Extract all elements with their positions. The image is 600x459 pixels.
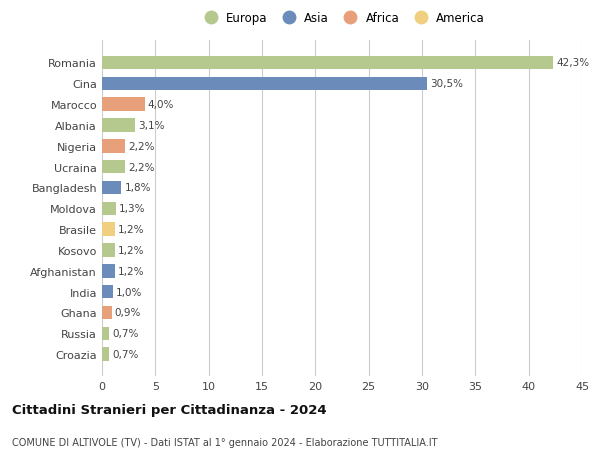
Bar: [102, 285, 113, 299]
Text: 1,2%: 1,2%: [118, 246, 145, 255]
Bar: [102, 98, 145, 112]
Text: COMUNE DI ALTIVOLE (TV) - Dati ISTAT al 1° gennaio 2024 - Elaborazione TUTTITALI: COMUNE DI ALTIVOLE (TV) - Dati ISTAT al …: [12, 437, 437, 447]
Text: 0,7%: 0,7%: [113, 329, 139, 339]
Text: 1,3%: 1,3%: [119, 204, 146, 214]
Bar: [102, 181, 121, 195]
Text: 1,8%: 1,8%: [124, 183, 151, 193]
Legend: Europa, Asia, Africa, America: Europa, Asia, Africa, America: [194, 7, 490, 29]
Bar: [102, 264, 115, 278]
Text: 1,2%: 1,2%: [118, 224, 145, 235]
Text: 2,2%: 2,2%: [128, 141, 155, 151]
Text: 4,0%: 4,0%: [148, 100, 174, 110]
Text: 0,7%: 0,7%: [113, 349, 139, 359]
Text: 2,2%: 2,2%: [128, 162, 155, 172]
Bar: [102, 347, 109, 361]
Bar: [102, 223, 115, 236]
Bar: [102, 77, 427, 91]
Text: 1,0%: 1,0%: [116, 287, 142, 297]
Bar: [102, 119, 135, 133]
Text: Cittadini Stranieri per Cittadinanza - 2024: Cittadini Stranieri per Cittadinanza - 2…: [12, 403, 326, 416]
Bar: [102, 161, 125, 174]
Text: 0,9%: 0,9%: [115, 308, 141, 318]
Bar: [102, 327, 109, 341]
Bar: [102, 306, 112, 319]
Text: 1,2%: 1,2%: [118, 266, 145, 276]
Text: 42,3%: 42,3%: [556, 58, 590, 68]
Text: 3,1%: 3,1%: [138, 121, 165, 131]
Bar: [102, 140, 125, 153]
Bar: [102, 202, 116, 216]
Bar: [102, 244, 115, 257]
Text: 30,5%: 30,5%: [431, 79, 464, 89]
Bar: [102, 56, 553, 70]
